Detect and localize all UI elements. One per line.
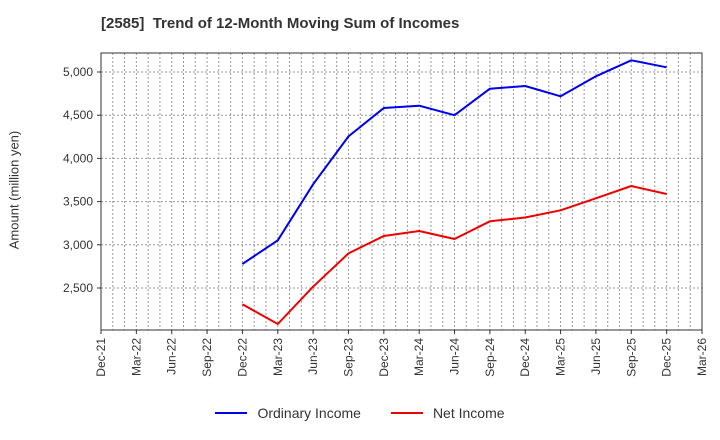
- x-tick-label: Dec-25: [660, 338, 674, 377]
- chart-title: [2585] Trend of 12-Month Moving Sum of I…: [101, 15, 460, 32]
- series-line-ordinary-income: [241, 59, 667, 265]
- legend-item-net-income: Net Income: [390, 405, 505, 421]
- plot-area-border: [100, 52, 703, 331]
- x-tick-label: Sep-24: [483, 338, 497, 377]
- x-tick-label: Jun-22: [165, 338, 179, 375]
- legend: Ordinary Income Net Income: [0, 405, 720, 421]
- y-tick-label: 4,500: [63, 108, 93, 122]
- y-tick-label: 3,500: [63, 195, 93, 209]
- legend-item-ordinary-income: Ordinary Income: [215, 405, 361, 421]
- y-tick-label: 4,000: [63, 151, 93, 165]
- data-series: [241, 59, 667, 325]
- x-tick-label: Dec-24: [518, 338, 532, 377]
- x-tick-label: Mar-23: [271, 338, 285, 376]
- x-tick-label: Dec-22: [235, 338, 249, 377]
- y-axis-ticks: 2,500 3,000 3,500 4,000 4,500 5,000: [63, 65, 101, 295]
- x-tick-label: Mar-26: [695, 338, 709, 376]
- legend-swatch-net-income: [390, 412, 423, 414]
- y-tick-label: 3,000: [63, 238, 93, 252]
- x-tick-label: Jun-25: [589, 338, 603, 375]
- legend-label-ordinary-income: Ordinary Income: [257, 405, 361, 421]
- x-tick-label: Sep-22: [200, 338, 214, 377]
- grid-lines: [101, 53, 702, 330]
- x-axis-ticks: Dec-21 Mar-22 Jun-22 Sep-22 Dec-22 Mar-23 Jun-…: [94, 330, 709, 377]
- x-tick-label: Mar-25: [554, 338, 568, 376]
- x-tick-label: Mar-24: [412, 338, 426, 376]
- x-tick-label: Sep-25: [624, 338, 638, 377]
- legend-swatch-ordinary-income: [215, 412, 248, 414]
- series-line-net-income: [241, 185, 667, 325]
- legend-label-net-income: Net Income: [432, 405, 505, 421]
- x-tick-label: Dec-23: [377, 338, 391, 377]
- y-tick-label: 5,000: [63, 65, 93, 79]
- x-tick-label: Jun-24: [448, 338, 462, 375]
- x-tick-label: Sep-23: [341, 338, 355, 377]
- x-tick-label: Dec-21: [94, 338, 108, 377]
- x-tick-label: Mar-22: [129, 338, 143, 376]
- x-tick-label: Jun-23: [306, 338, 320, 375]
- y-tick-label: 2,500: [63, 281, 93, 295]
